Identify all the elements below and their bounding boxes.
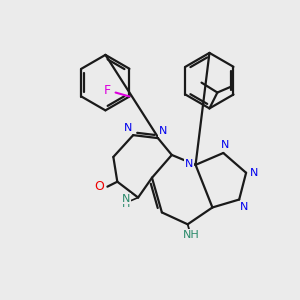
Text: H: H: [122, 200, 130, 209]
Text: N: N: [159, 126, 167, 136]
Text: N: N: [122, 194, 130, 203]
Text: N: N: [184, 159, 193, 169]
Text: N: N: [240, 202, 248, 212]
Text: N: N: [250, 168, 258, 178]
Text: NH: NH: [183, 230, 200, 240]
Text: N: N: [221, 140, 230, 150]
Text: F: F: [104, 84, 111, 97]
Text: N: N: [124, 123, 132, 133]
Text: O: O: [94, 180, 104, 193]
